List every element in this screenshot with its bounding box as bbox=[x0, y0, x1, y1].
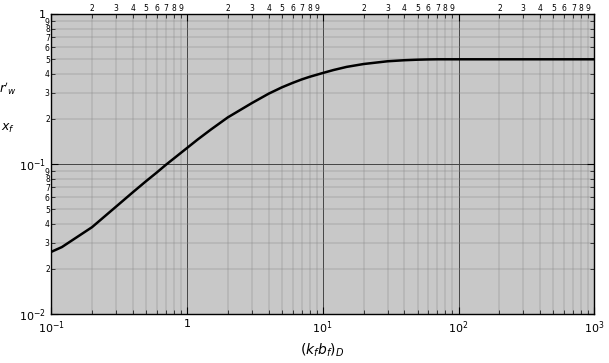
Text: $r'_w$: $r'_w$ bbox=[0, 81, 16, 97]
X-axis label: $(k_f b_f)_D$: $(k_f b_f)_D$ bbox=[300, 341, 345, 359]
Text: $x_f$: $x_f$ bbox=[1, 122, 15, 135]
